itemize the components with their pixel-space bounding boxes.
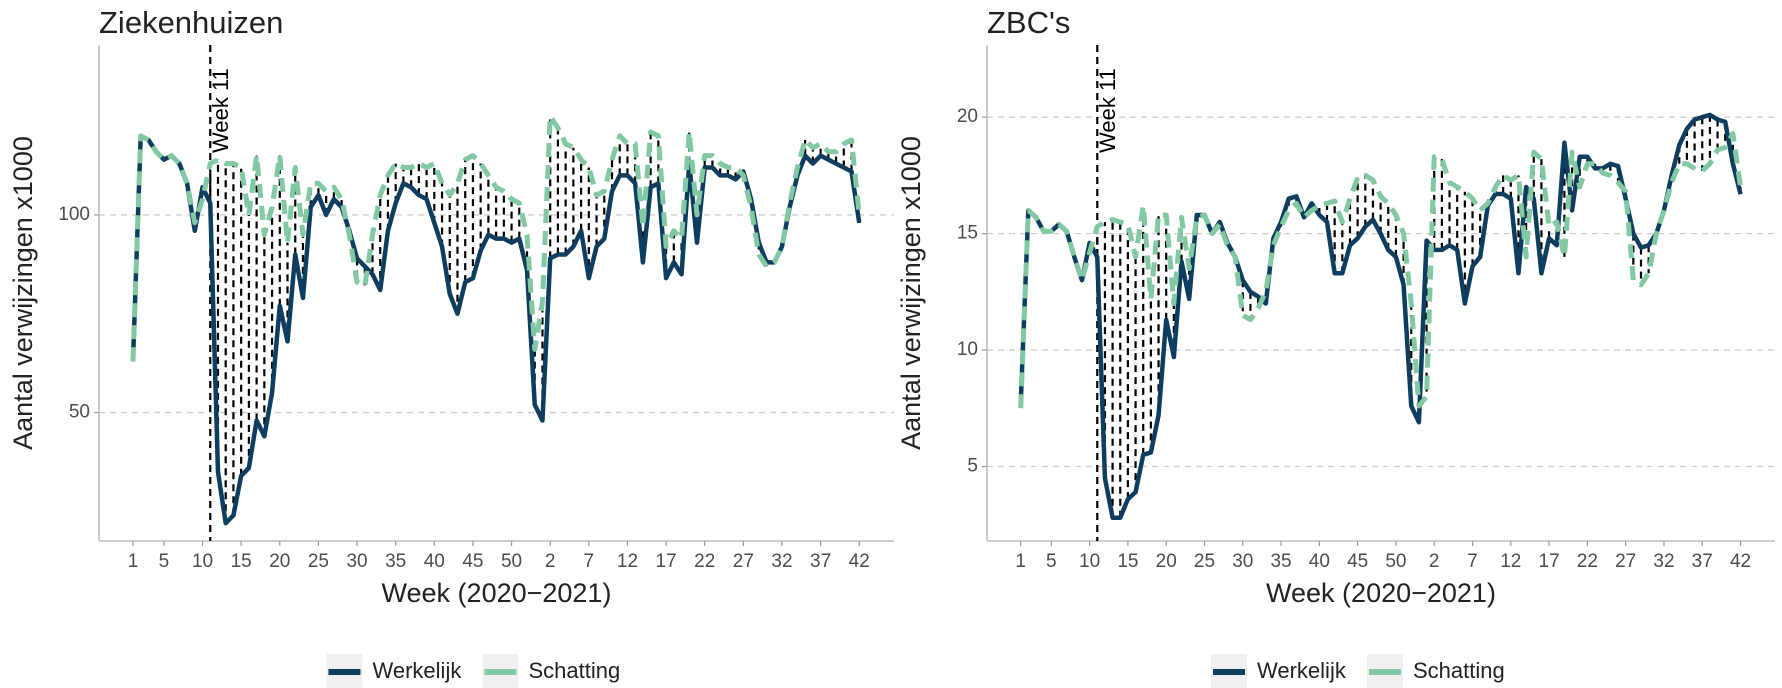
y-tick-label: 15 xyxy=(957,223,978,244)
x-tick-label: 10 xyxy=(1079,551,1100,572)
x-tick-label: 2 xyxy=(1429,551,1440,572)
x-tick-label: 42 xyxy=(849,551,870,572)
x-tick-label: 22 xyxy=(1577,551,1598,572)
x-tick-label: 12 xyxy=(1500,551,1521,572)
legend-label: Schatting xyxy=(1413,658,1505,683)
x-tick-label: 30 xyxy=(346,551,367,572)
y-axis-label: Aantal verwijzingen x1000 xyxy=(896,136,926,450)
x-tick-label: 25 xyxy=(1194,551,1215,572)
x-tick-label: 20 xyxy=(269,551,290,572)
x-tick-label: 10 xyxy=(192,551,213,572)
y-tick-label: 10 xyxy=(957,339,978,360)
x-tick-label: 35 xyxy=(385,551,406,572)
x-tick-label: 5 xyxy=(1046,551,1057,572)
x-tick-label: 35 xyxy=(1270,551,1291,572)
annotation-text: Week 11 xyxy=(208,68,233,153)
x-tick-label: 27 xyxy=(1615,551,1636,572)
x-tick-label: 17 xyxy=(656,551,677,572)
x-tick-label: 45 xyxy=(1347,551,1368,572)
series-line xyxy=(1018,112,1743,520)
x-tick-label: 42 xyxy=(1730,551,1751,572)
x-tick-label: 25 xyxy=(308,551,329,572)
x-tick-label: 17 xyxy=(1539,551,1560,572)
y-tick-label: 20 xyxy=(957,106,978,127)
x-tick-label: 50 xyxy=(1385,551,1406,572)
x-tick-label: 15 xyxy=(231,551,252,572)
panel-title: ZBC's xyxy=(987,5,1070,40)
x-tick-label: 2 xyxy=(545,551,556,572)
y-tick-label: 5 xyxy=(967,455,978,476)
x-tick-label: 15 xyxy=(1117,551,1138,572)
x-tick-label: 22 xyxy=(694,551,715,572)
x-tick-label: 40 xyxy=(424,551,445,572)
series-line xyxy=(130,133,862,526)
annotation-text: Week 11 xyxy=(1095,68,1120,153)
legend-label: Schatting xyxy=(529,658,621,683)
x-tick-label: 1 xyxy=(1015,551,1026,572)
x-tick-label: 45 xyxy=(462,551,483,572)
x-tick-label: 5 xyxy=(159,551,170,572)
x-tick-label: 40 xyxy=(1309,551,1330,572)
legend-label: Werkelijk xyxy=(1257,658,1347,683)
x-axis-label: Week (2020−2021) xyxy=(382,578,612,608)
x-tick-label: 37 xyxy=(1692,551,1713,572)
x-tick-label: 7 xyxy=(1467,551,1478,572)
x-tick-label: 7 xyxy=(584,551,595,572)
y-axis-label: Aantal verwijzingen x1000 xyxy=(8,136,38,450)
x-tick-label: 32 xyxy=(771,551,792,572)
y-tick-label: 50 xyxy=(69,402,90,423)
legend-label: Werkelijk xyxy=(373,658,463,683)
x-axis-label: Week (2020−2021) xyxy=(1266,578,1496,608)
x-tick-label: 12 xyxy=(617,551,638,572)
x-tick-label: 32 xyxy=(1653,551,1674,572)
y-tick-label: 100 xyxy=(58,204,90,225)
x-tick-label: 50 xyxy=(501,551,522,572)
x-tick-label: 30 xyxy=(1232,551,1253,572)
x-tick-label: 1 xyxy=(128,551,139,572)
panel-title: Ziekenhuizen xyxy=(99,5,283,40)
x-tick-label: 20 xyxy=(1156,551,1177,572)
series-line xyxy=(1018,130,1744,409)
x-tick-label: 37 xyxy=(810,551,831,572)
series-line xyxy=(130,113,862,362)
x-tick-label: 27 xyxy=(733,551,754,572)
